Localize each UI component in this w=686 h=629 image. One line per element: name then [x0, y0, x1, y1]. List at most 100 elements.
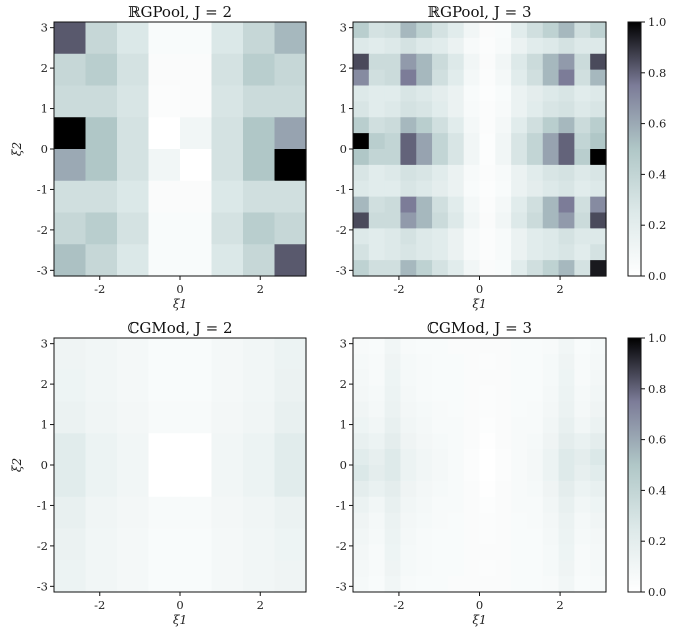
colorbar-tick-label: 0.4 — [648, 483, 666, 497]
heatmap-cell — [479, 85, 496, 102]
heatmap-cell — [148, 212, 181, 245]
heatmap-cell — [447, 353, 465, 371]
heatmap-cell — [511, 37, 528, 55]
heatmap-cell — [479, 433, 496, 450]
heatmap-cell — [243, 149, 276, 182]
heatmap-cell — [590, 496, 607, 514]
heatmap-cell — [574, 244, 591, 261]
heatmap-cell — [211, 149, 244, 182]
heatmap-cell — [416, 560, 433, 577]
heatmap-cell — [526, 85, 544, 102]
heatmap-cell — [85, 433, 118, 466]
heatmap-cell — [148, 117, 181, 150]
heatmap-cell — [526, 22, 544, 39]
heatmap-cell — [180, 496, 213, 530]
heatmap-cell — [243, 528, 276, 561]
heatmap-cell — [243, 22, 276, 55]
heatmap-cell — [432, 417, 449, 434]
heatmap-cell — [54, 528, 87, 561]
heatmap-cell — [574, 164, 591, 182]
heatmap-cell — [211, 338, 244, 371]
heatmap-cell — [479, 496, 496, 514]
heatmap-cell — [590, 401, 607, 418]
heatmap-cell — [542, 560, 560, 577]
heatmap-cell — [495, 433, 512, 450]
colorbar-gradient — [627, 21, 642, 277]
heatmap-cell — [479, 385, 496, 403]
heatmap-cell — [479, 101, 496, 118]
heatmap-cell — [479, 164, 496, 182]
heatmap-cell — [400, 560, 417, 577]
heatmap-cell — [479, 117, 496, 134]
heatmap-cell — [384, 85, 402, 102]
heatmap-cell — [495, 417, 512, 434]
heatmap-cell — [574, 117, 591, 134]
heatmap-cell — [353, 433, 370, 450]
heatmap-cell — [511, 149, 528, 166]
heatmap-cell — [574, 228, 591, 245]
heatmap-cell — [463, 149, 481, 166]
heatmap-cell — [274, 53, 307, 87]
heatmap-cell — [384, 449, 402, 466]
heatmap-cell — [432, 433, 449, 450]
heatmap-cell — [463, 260, 481, 277]
heatmap-cell — [180, 465, 213, 498]
heatmap-cell — [211, 117, 244, 150]
heatmap-cell — [542, 528, 560, 545]
heatmap-cell — [479, 338, 496, 355]
colorbar-tick-label: 0.0 — [648, 269, 666, 283]
x-tick-label: 2 — [257, 282, 264, 296]
heatmap-cell — [211, 212, 244, 245]
heatmap-cell — [416, 512, 433, 530]
heatmap-cell — [542, 417, 560, 434]
heatmap-cell — [542, 53, 560, 71]
y-tick-label: -1 — [37, 498, 48, 512]
heatmap-cell — [495, 449, 512, 466]
heatmap-cell — [495, 37, 512, 55]
heatmap-cell — [495, 369, 512, 387]
heatmap-cell — [368, 512, 386, 530]
heatmap-cell — [463, 164, 481, 182]
heatmap-cell — [353, 85, 370, 102]
x-tick-label: -2 — [393, 598, 404, 612]
heatmap-cell — [463, 244, 481, 261]
heatmap-cell — [447, 244, 465, 261]
heatmap-cell — [542, 260, 560, 277]
heatmap-cell — [479, 560, 496, 577]
heatmap-cell — [558, 37, 575, 55]
heatmap-cell — [432, 401, 449, 418]
heatmap-cell — [558, 512, 575, 530]
colorbar-tick-label: 0.6 — [648, 117, 666, 131]
x-tick-label: -2 — [94, 282, 105, 296]
heatmap-cell — [495, 53, 512, 71]
heatmap-cell — [400, 133, 417, 150]
heatmap-cell — [353, 465, 370, 482]
heatmap-cell — [463, 22, 481, 39]
heatmap-cell — [432, 260, 449, 277]
heatmap-cell — [384, 228, 402, 245]
heatmap-cell — [590, 22, 607, 39]
y-tick-label: -1 — [336, 498, 347, 512]
heatmap-cell — [384, 528, 402, 545]
heatmap-cell — [558, 22, 575, 39]
heatmap-cell — [495, 512, 512, 530]
heatmap-cell — [558, 164, 575, 182]
heatmap-cell — [511, 417, 528, 434]
heatmap-cell — [180, 53, 213, 87]
heatmap-cell — [511, 133, 528, 150]
y-tick-label: 1 — [340, 102, 347, 116]
heatmap-cell — [495, 260, 512, 277]
heatmap-cell — [463, 417, 481, 434]
heatmap-cell — [526, 512, 544, 530]
heatmap-cell — [85, 528, 118, 561]
heatmap-cell — [243, 244, 276, 277]
heatmap-cell — [368, 260, 386, 277]
heatmap-cell — [148, 180, 181, 214]
heatmap-cell — [368, 85, 386, 102]
heatmap-cell — [85, 369, 118, 403]
heatmap-cell — [558, 449, 575, 466]
heatmap-cell — [353, 101, 370, 118]
heatmap-cell — [416, 353, 433, 371]
heatmap-cell — [479, 212, 496, 229]
heatmap-cell — [353, 164, 370, 182]
